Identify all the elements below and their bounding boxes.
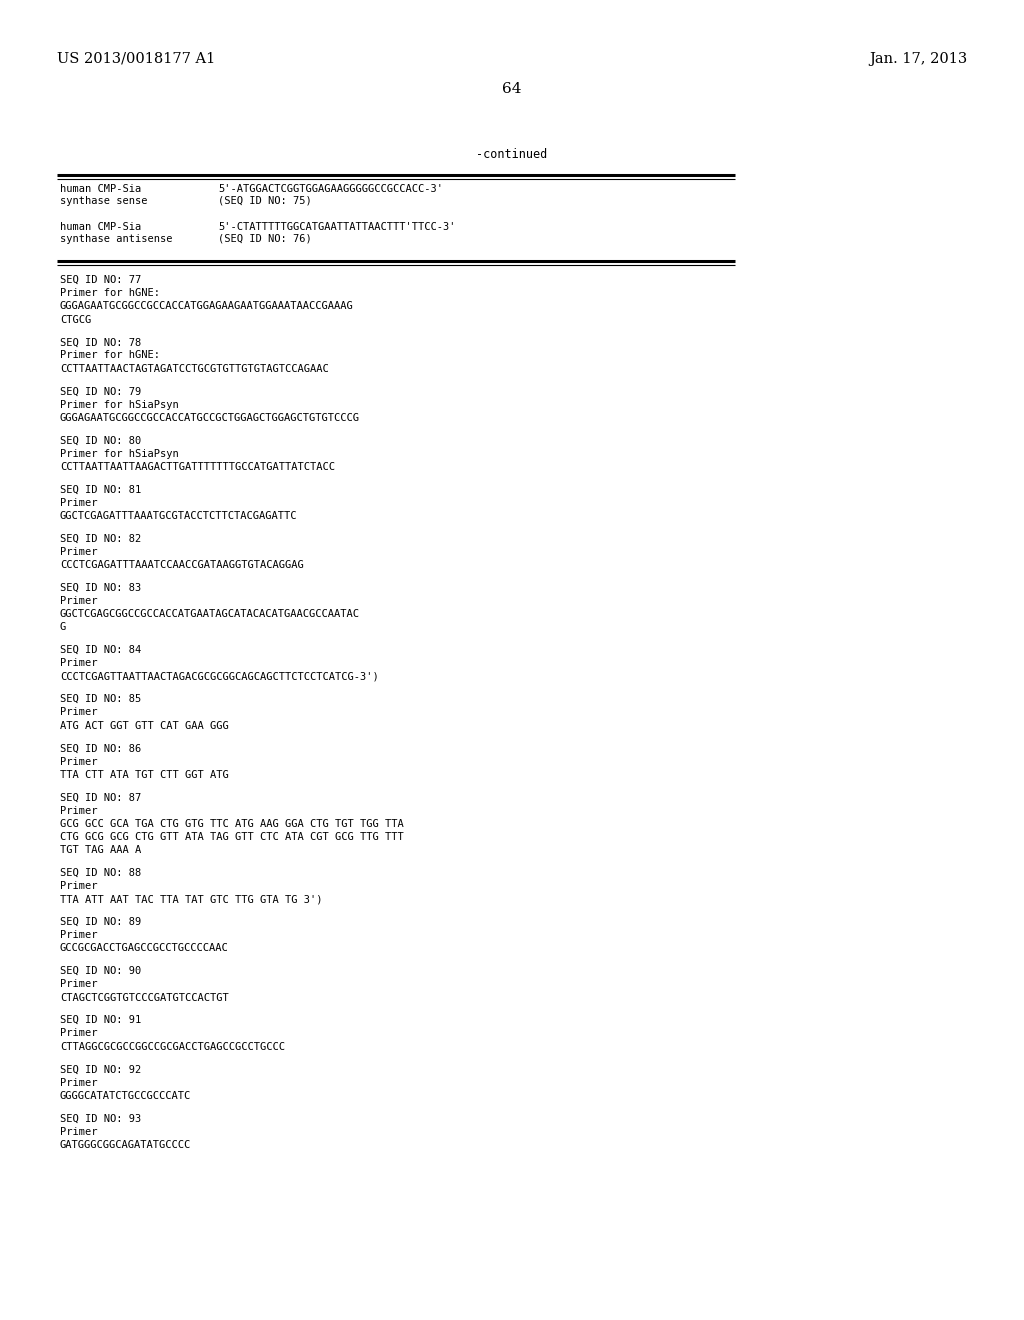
Text: SEQ ID NO: 85: SEQ ID NO: 85 [60,694,141,704]
Text: SEQ ID NO: 82: SEQ ID NO: 82 [60,533,141,544]
Text: Primer: Primer [60,659,97,668]
Text: Primer: Primer [60,498,97,508]
Text: GCCGCGACCTGAGCCGCCTGCCCCAAC: GCCGCGACCTGAGCCGCCTGCCCCAAC [60,944,228,953]
Text: Primer: Primer [60,882,97,891]
Text: US 2013/0018177 A1: US 2013/0018177 A1 [57,51,215,66]
Text: GGCTCGAGCGGCCGCCACCATGAATAGCATACACATGAACGCCAATAC: GGCTCGAGCGGCCGCCACCATGAATAGCATACACATGAAC… [60,610,360,619]
Text: SEQ ID NO: 91: SEQ ID NO: 91 [60,1015,141,1026]
Text: GGGAGAATGCGGCCGCCACCATGGAGAAGAATGGAAATAACCGAAAG: GGGAGAATGCGGCCGCCACCATGGAGAAGAATGGAAATAA… [60,301,353,312]
Text: TGT TAG AAA A: TGT TAG AAA A [60,845,141,855]
Text: SEQ ID NO: 90: SEQ ID NO: 90 [60,966,141,975]
Text: 5'-CTATTTTTGGCATGAATTATTAACTTT'TTCC-3'
(SEQ ID NO: 76): 5'-CTATTTTTGGCATGAATTATTAACTTT'TTCC-3' (… [218,222,456,244]
Text: Primer for hSiaPsyn: Primer for hSiaPsyn [60,449,179,458]
Text: Jan. 17, 2013: Jan. 17, 2013 [868,51,967,66]
Text: 5'-ATGGACTCGGTGGAGAAGGGGGCCGCCACC-3'
(SEQ ID NO: 75): 5'-ATGGACTCGGTGGAGAAGGGGGCCGCCACC-3' (SE… [218,183,443,206]
Text: ATG ACT GGT GTT CAT GAA GGG: ATG ACT GGT GTT CAT GAA GGG [60,721,228,730]
Text: SEQ ID NO: 81: SEQ ID NO: 81 [60,484,141,495]
Text: CCTTAATTAATTAAGACTTGATTTTTTTGCCATGATTATCTACC: CCTTAATTAATTAAGACTTGATTTTTTTGCCATGATTATC… [60,462,335,471]
Text: G: G [60,623,67,632]
Text: SEQ ID NO: 80: SEQ ID NO: 80 [60,436,141,445]
Text: CTTAGGCGCGCCGGCCGCGACCTGAGCCGCCTGCCC: CTTAGGCGCGCCGGCCGCGACCTGAGCCGCCTGCCC [60,1041,285,1052]
Text: GGGAGAATGCGGCCGCCACCATGCCGCTGGAGCTGGAGCTGTGTCCCG: GGGAGAATGCGGCCGCCACCATGCCGCTGGAGCTGGAGCT… [60,413,360,422]
Text: Primer: Primer [60,756,97,767]
Text: SEQ ID NO: 87: SEQ ID NO: 87 [60,792,141,803]
Text: SEQ ID NO: 93: SEQ ID NO: 93 [60,1113,141,1123]
Text: Primer: Primer [60,597,97,606]
Text: CCCTCGAGTTAATTAACTAGACGCGCGGCAGCAGCTTCTCCTCATCG-3'): CCCTCGAGTTAATTAACTAGACGCGCGGCAGCAGCTTCTC… [60,672,379,681]
Text: CCCTCGAGATTTAAATCCAACCGATAAGGTGTACAGGAG: CCCTCGAGATTTAAATCCAACCGATAAGGTGTACAGGAG [60,560,304,570]
Text: SEQ ID NO: 77: SEQ ID NO: 77 [60,275,141,285]
Text: GCG GCC GCA TGA CTG GTG TTC ATG AAG GGA CTG TGT TGG TTA: GCG GCC GCA TGA CTG GTG TTC ATG AAG GGA … [60,818,403,829]
Text: Primer: Primer [60,1126,97,1137]
Text: -continued: -continued [476,148,548,161]
Text: GGGGCATATCTGCCGCCCATC: GGGGCATATCTGCCGCCCATC [60,1090,191,1101]
Text: TTA ATT AAT TAC TTA TAT GTC TTG GTA TG 3'): TTA ATT AAT TAC TTA TAT GTC TTG GTA TG 3… [60,895,323,904]
Text: SEQ ID NO: 92: SEQ ID NO: 92 [60,1064,141,1074]
Text: SEQ ID NO: 79: SEQ ID NO: 79 [60,387,141,396]
Text: SEQ ID NO: 78: SEQ ID NO: 78 [60,338,141,347]
Text: SEQ ID NO: 86: SEQ ID NO: 86 [60,743,141,754]
Text: CCTTAATTAACTAGTAGATCCTGCGTGTTGTGTAGTCCAGAAC: CCTTAATTAACTAGTAGATCCTGCGTGTTGTGTAGTCCAG… [60,364,329,374]
Text: GGCTCGAGATTTAAATGCGTACCTCTTCTACGAGATTC: GGCTCGAGATTTAAATGCGTACCTCTTCTACGAGATTC [60,511,298,521]
Text: SEQ ID NO: 88: SEQ ID NO: 88 [60,869,141,878]
Text: CTGCG: CTGCG [60,314,91,325]
Text: human CMP-Sia
synthase antisense: human CMP-Sia synthase antisense [60,222,172,244]
Text: SEQ ID NO: 83: SEQ ID NO: 83 [60,583,141,593]
Text: Primer for hGNE:: Primer for hGNE: [60,351,160,360]
Text: SEQ ID NO: 84: SEQ ID NO: 84 [60,645,141,655]
Text: Primer for hSiaPsyn: Primer for hSiaPsyn [60,400,179,409]
Text: Primer: Primer [60,708,97,717]
Text: Primer: Primer [60,805,97,816]
Text: 64: 64 [502,82,522,96]
Text: Primer for hGNE:: Primer for hGNE: [60,288,160,298]
Text: TTA CTT ATA TGT CTT GGT ATG: TTA CTT ATA TGT CTT GGT ATG [60,770,228,780]
Text: Primer: Primer [60,546,97,557]
Text: SEQ ID NO: 89: SEQ ID NO: 89 [60,917,141,927]
Text: human CMP-Sia
synthase sense: human CMP-Sia synthase sense [60,183,147,206]
Text: CTG GCG GCG CTG GTT ATA TAG GTT CTC ATA CGT GCG TTG TTT: CTG GCG GCG CTG GTT ATA TAG GTT CTC ATA … [60,832,403,842]
Text: Primer: Primer [60,1028,97,1039]
Text: Primer: Primer [60,1077,97,1088]
Text: CTAGCTCGGTGTCCCGATGTCCACTGT: CTAGCTCGGTGTCCCGATGTCCACTGT [60,993,228,1002]
Text: Primer: Primer [60,979,97,989]
Text: Primer: Primer [60,931,97,940]
Text: GATGGGCGGCAGATATGCCCC: GATGGGCGGCAGATATGCCCC [60,1139,191,1150]
